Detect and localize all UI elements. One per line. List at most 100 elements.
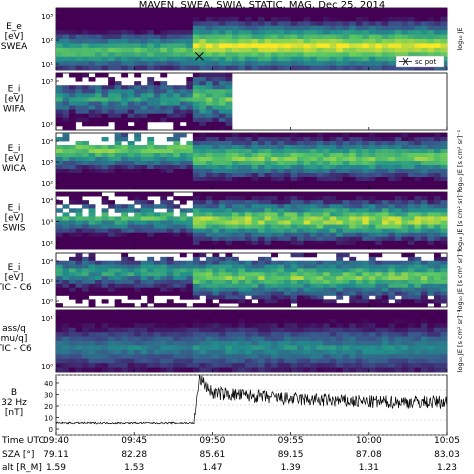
spectrogram-cell [427, 200, 435, 205]
spectrogram-cell [75, 16, 83, 22]
spectrogram-cell [433, 253, 441, 258]
spectrogram-cell [56, 276, 63, 281]
footer-value: 10:05 [434, 436, 460, 446]
spectrogram-cell [323, 43, 331, 49]
spectrogram-cell [388, 345, 396, 351]
spectrogram-cell [362, 220, 370, 225]
spectrogram-cell [271, 61, 278, 66]
spectrogram-cell [160, 336, 168, 342]
spectrogram-cell [186, 220, 194, 225]
spectrogram-cell [121, 56, 129, 62]
spectrogram-cell [316, 354, 324, 360]
spectrogram-cell [375, 291, 383, 296]
spectrogram-cell [349, 256, 357, 262]
spectrogram-cell [121, 133, 129, 138]
spectrogram-cell [218, 8, 226, 13]
spectrogram-cell [82, 287, 89, 292]
spectrogram-cell [355, 200, 363, 205]
spectrogram-cell [355, 161, 363, 166]
spectrogram-cell [192, 77, 200, 82]
spectrogram-cell [277, 149, 285, 154]
spectrogram-cell [192, 121, 200, 127]
spectrogram-cell [186, 367, 194, 373]
spectrogram-cell [375, 332, 383, 337]
spectrogram-cell [342, 253, 350, 258]
spectrogram-cell [166, 165, 174, 170]
spectrogram-cell [336, 236, 344, 242]
spectrogram-cell [108, 93, 116, 98]
spectrogram-cell [173, 141, 181, 146]
spectrogram-cell [297, 216, 305, 221]
spectrogram-cell [199, 336, 207, 342]
spectrogram-cell [173, 121, 181, 127]
spectrogram-cell [323, 39, 331, 44]
spectrogram-cell [336, 208, 344, 213]
spectrogram-cell [401, 200, 409, 205]
spectrogram-cell [264, 345, 272, 351]
spectrogram-cell [212, 101, 220, 106]
spectrogram-cell [121, 161, 129, 166]
spectrogram-cell [134, 295, 142, 300]
spectrogram-cell [134, 332, 142, 337]
spectrogram-cell [310, 216, 318, 221]
spectrogram-cell [88, 260, 96, 265]
y-tick-label: 10³ [41, 78, 53, 86]
spectrogram-cell [225, 341, 233, 346]
spectrogram-cell [381, 240, 389, 246]
spectrogram-cell [407, 173, 415, 178]
spectrogram-cell [140, 228, 148, 234]
spectrogram-cell [160, 192, 168, 197]
spectrogram-cell [251, 185, 259, 190]
spectrogram-cell [95, 244, 103, 250]
spectrogram-cell [244, 8, 252, 13]
spectrogram-cell [349, 336, 357, 342]
spectrogram-cell [323, 52, 331, 58]
spectrogram-cell [179, 310, 187, 315]
spectrogram-cell [394, 169, 402, 174]
spectrogram-cell [310, 268, 318, 273]
spectrogram-cell [153, 332, 161, 337]
spectrogram-cell [56, 157, 63, 162]
spectrogram-cell [95, 310, 103, 315]
spectrogram-cell [336, 173, 344, 178]
spectrogram-cell [258, 336, 265, 342]
spectrogram-cell [147, 101, 155, 106]
spectrogram-cell [303, 216, 311, 221]
spectrogram-cell [401, 52, 409, 58]
spectrogram-cell [297, 169, 305, 174]
spectrogram-cell [62, 224, 70, 230]
spectrogram-cell [427, 272, 435, 277]
spectrogram-cell [355, 349, 363, 355]
spectrogram-cell [277, 280, 285, 285]
spectrogram-cell [153, 30, 161, 35]
spectrogram-cell [192, 196, 200, 201]
spectrogram-cell [329, 200, 337, 205]
spectrogram-cell [231, 157, 239, 162]
spectrogram-cell [362, 318, 370, 324]
spectrogram-cell [375, 39, 383, 44]
spectrogram-cell [342, 12, 350, 18]
spectrogram-cell [316, 185, 324, 190]
spectrogram-cell [303, 208, 311, 213]
spectrogram-cell [69, 349, 76, 355]
spectrogram-cell [244, 363, 252, 368]
spectrogram-cell [427, 165, 435, 170]
spectrogram-cell [290, 232, 298, 238]
spectrogram-cell [88, 25, 96, 31]
spectrogram-cell [114, 125, 122, 131]
spectrogram-cell [323, 16, 331, 22]
spectrogram-cell [368, 240, 376, 246]
spectrogram-cell [134, 212, 142, 217]
spectrogram-cell [323, 228, 331, 234]
spectrogram-cell [166, 276, 174, 281]
spectrogram-cell [271, 283, 278, 289]
spectrogram-cell [433, 228, 441, 234]
spectrogram-cell [199, 260, 207, 265]
spectrogram-cell [258, 314, 265, 320]
spectrogram-cell [147, 260, 155, 265]
spectrogram-cell [205, 52, 213, 58]
spectrogram-cell [56, 12, 63, 18]
spectrogram-cell [88, 34, 96, 40]
spectrogram-cell [297, 43, 305, 49]
spectrogram-cell [69, 117, 76, 123]
